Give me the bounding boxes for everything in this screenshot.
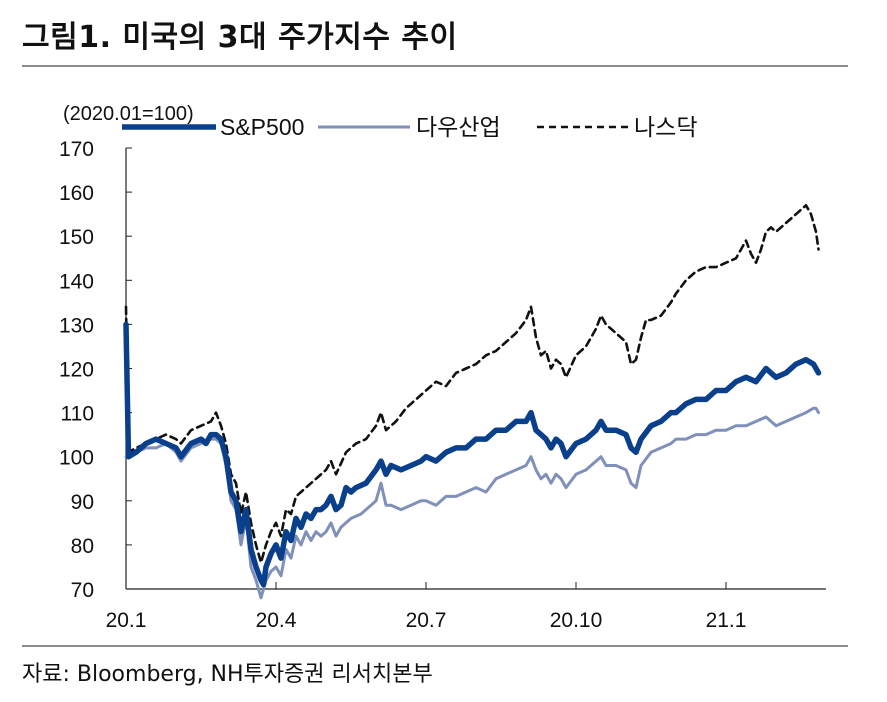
y-tick-label: 110	[61, 403, 94, 426]
y-tick-label: 80	[71, 535, 94, 558]
x-tick-label: 20.1	[106, 609, 147, 632]
series-line-dow	[124, 406, 820, 600]
x-tick-label: 21.1	[706, 609, 747, 632]
y-tick-label: 170	[59, 138, 94, 161]
y-tick-label: 100	[59, 447, 94, 470]
legend-label: S&P500	[220, 114, 304, 140]
series-line-nasdaq	[124, 204, 820, 564]
x-tick-label: 20.7	[406, 609, 447, 632]
x-tick-label: 20.4	[256, 609, 297, 632]
source-note: 자료: Bloomberg, NH투자증권 리서치본부	[22, 662, 433, 687]
y-tick-label: 130	[59, 314, 94, 337]
chart-title: 그림1. 미국의 3대 주가지수 추이	[22, 20, 458, 55]
y-axis-unit-label: (2020.01=100)	[63, 103, 194, 125]
y-tick-label: 70	[71, 579, 94, 602]
line-chart: 70 80 90 100 110 120 130 140 150 160 170 20.1 20.4 20…	[59, 103, 826, 632]
x-tick-label: 20.10	[550, 609, 603, 632]
y-tick-label: 160	[59, 182, 94, 205]
legend-label: 다우산업	[416, 114, 501, 140]
y-tick-label: 120	[59, 359, 94, 382]
y-tick-label: 150	[59, 226, 94, 249]
footer-divider	[22, 645, 848, 647]
y-tick-label: 90	[71, 491, 94, 514]
legend-label: 나스닥	[634, 114, 697, 140]
y-tick-label: 140	[59, 270, 94, 293]
title-divider	[22, 65, 848, 67]
series-line-sp500	[123, 321, 822, 588]
